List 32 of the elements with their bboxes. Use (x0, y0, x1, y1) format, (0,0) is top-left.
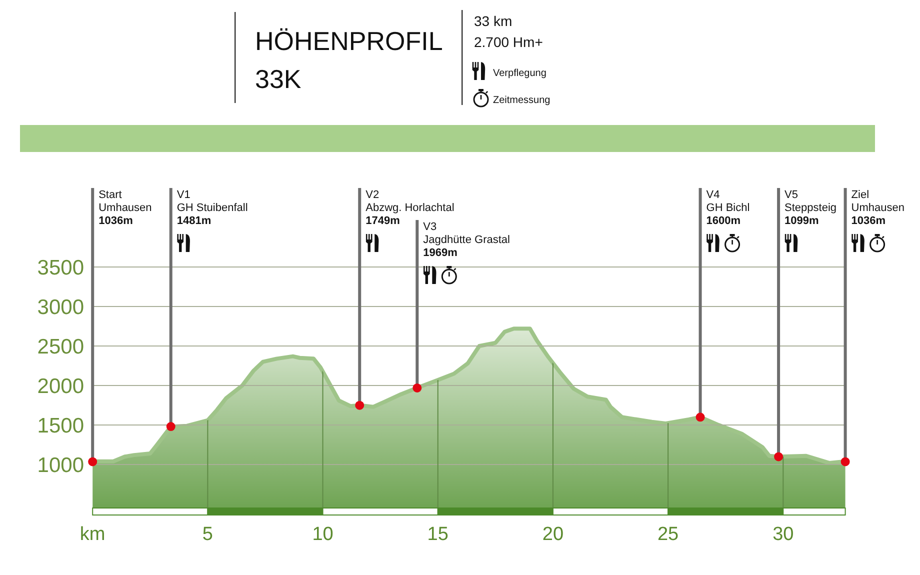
annotation: V5 Steppsteig 1099m (784, 189, 837, 227)
point (696, 412, 705, 422)
annotation: V3 Jagdhütte Grastal 1969m (423, 221, 510, 259)
y-tick-label: 3000 (37, 296, 84, 320)
y-tick-label: 2000 (37, 375, 84, 398)
x-tick-label: 20 (542, 524, 564, 545)
y-tick-label: 2500 (37, 336, 84, 359)
point (355, 400, 364, 410)
text: 2.700 Hm+ (474, 34, 543, 50)
x-tick-label: 25 (657, 524, 679, 545)
text: Ziel Umhausen 1036m (851, 189, 905, 227)
annotation: V1 GH Stuibenfall 1481m (176, 189, 248, 227)
x-axis-title: km (80, 524, 106, 545)
chart-title: HÖHENPROFIL (255, 26, 443, 56)
x-tick-label: 30 (772, 524, 794, 545)
annotation: V4 GH Bichl 1600m (706, 189, 750, 227)
y-tick-label: 3500 (37, 256, 84, 280)
point (88, 457, 98, 466)
chart-subtitle: 33K (255, 64, 302, 94)
point (166, 422, 176, 432)
text: Zeitmessung (493, 95, 550, 106)
point (412, 383, 422, 392)
annotation: Start Umhausen 1036m (98, 189, 152, 227)
x-tick-label: 15 (427, 524, 448, 545)
point (840, 457, 850, 466)
y-tick-label: 1000 (37, 454, 84, 478)
text: 33 km (474, 13, 512, 29)
x-tick-label: 5 (202, 524, 213, 545)
y-tick-label: 1500 (37, 414, 84, 438)
point (774, 452, 784, 462)
x-tick-label: 10 (312, 524, 334, 545)
text: Verpflegung (493, 68, 546, 79)
